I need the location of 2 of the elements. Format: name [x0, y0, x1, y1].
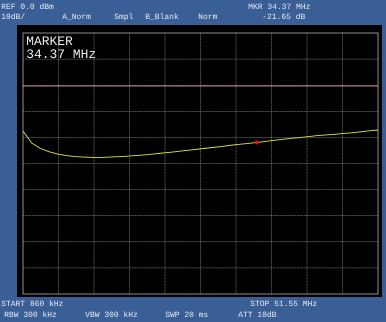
text: 34.37 MHz	[27, 49, 96, 58]
text: MARKER	[27, 36, 72, 45]
